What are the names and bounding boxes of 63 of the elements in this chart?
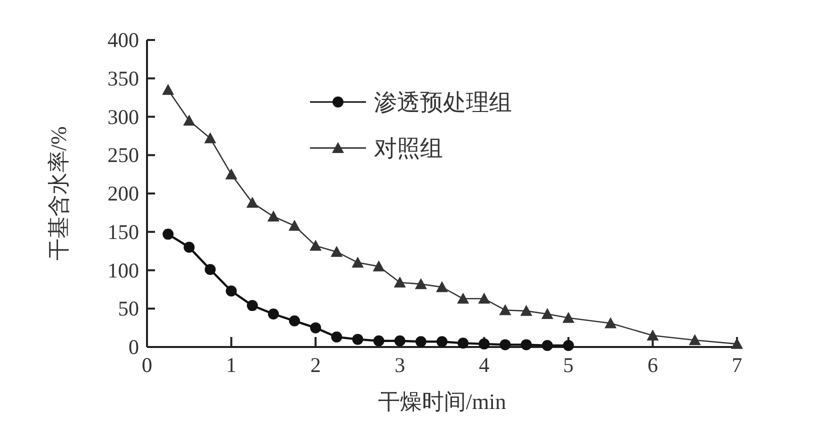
legend-label: 渗透预处理组 bbox=[374, 90, 512, 115]
y-tick-label: 300 bbox=[108, 104, 139, 129]
x-tick-label: 4 bbox=[478, 353, 490, 377]
point bbox=[310, 240, 322, 251]
point bbox=[436, 281, 448, 292]
point bbox=[310, 322, 322, 334]
point bbox=[646, 329, 659, 340]
y-tick-label: 50 bbox=[118, 296, 139, 321]
point bbox=[415, 336, 426, 348]
point bbox=[436, 336, 448, 348]
y-tick-label: 100 bbox=[108, 258, 139, 282]
point bbox=[267, 210, 280, 222]
y-tick-label: 400 bbox=[108, 28, 139, 52]
point bbox=[541, 308, 554, 319]
point bbox=[204, 132, 216, 144]
point bbox=[204, 264, 216, 275]
point bbox=[562, 312, 574, 323]
point bbox=[394, 276, 406, 288]
point bbox=[373, 335, 384, 346]
point bbox=[330, 246, 343, 257]
point bbox=[520, 339, 532, 350]
point bbox=[478, 338, 490, 350]
point bbox=[162, 228, 174, 240]
point bbox=[331, 332, 342, 343]
point bbox=[520, 304, 532, 316]
point bbox=[457, 292, 470, 304]
y-tick-label: 250 bbox=[108, 143, 139, 168]
x-tick-label: 6 bbox=[647, 353, 658, 377]
x-axis-title: 干燥时间/min bbox=[378, 389, 506, 414]
x-tick-label: 7 bbox=[732, 353, 742, 377]
point bbox=[352, 256, 364, 268]
legend-label: 对照组 bbox=[374, 136, 443, 161]
point bbox=[246, 196, 258, 208]
point bbox=[562, 340, 574, 351]
point bbox=[288, 220, 300, 231]
point bbox=[225, 168, 238, 180]
y-tick-label: 350 bbox=[108, 66, 139, 90]
point bbox=[226, 285, 237, 296]
point bbox=[542, 340, 553, 351]
point bbox=[458, 338, 469, 349]
y-tick-label: 0 bbox=[128, 335, 139, 359]
point bbox=[394, 335, 406, 346]
x-tick-label: 1 bbox=[226, 353, 237, 377]
point bbox=[372, 260, 385, 272]
point bbox=[162, 84, 174, 95]
point bbox=[414, 278, 427, 290]
y-tick-label: 150 bbox=[108, 220, 139, 244]
point bbox=[184, 242, 195, 253]
point bbox=[500, 339, 511, 350]
point bbox=[183, 114, 196, 126]
point bbox=[478, 292, 490, 304]
point bbox=[268, 308, 279, 320]
x-tick-label: 3 bbox=[394, 353, 406, 377]
point bbox=[688, 334, 701, 346]
x-tick-label: 2 bbox=[310, 353, 321, 377]
point bbox=[246, 300, 258, 312]
y-tick-label: 200 bbox=[108, 182, 139, 206]
point bbox=[604, 317, 617, 328]
y-axis-title: 干基含水率/% bbox=[46, 126, 71, 261]
x-tick-label: 5 bbox=[563, 353, 574, 377]
point bbox=[352, 334, 364, 345]
point bbox=[499, 304, 512, 316]
point bbox=[289, 315, 300, 326]
